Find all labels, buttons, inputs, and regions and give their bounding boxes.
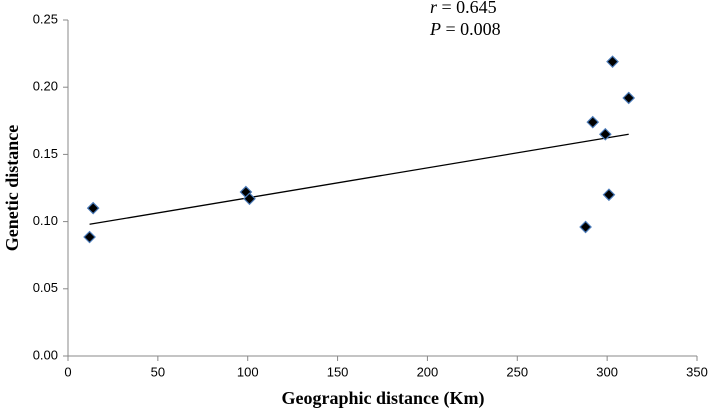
point: [83, 230, 96, 244]
x-tick-label: 150: [327, 364, 349, 379]
y-tick-label: 0.15: [33, 146, 58, 161]
point: [598, 127, 612, 141]
annotation-symbol: r: [430, 0, 438, 17]
x-tick-label: 0: [64, 364, 71, 379]
y-tick-label: 0.05: [33, 280, 58, 295]
point: [243, 192, 256, 206]
annotation: P = 0.008: [429, 19, 501, 39]
trendline: [89, 133, 629, 225]
y-tick-label: 0.00: [33, 347, 58, 362]
y-tick-label: 0.25: [33, 11, 58, 26]
y-axis-title: Genetic distance: [2, 125, 22, 251]
y-tick-label: 0.20: [33, 79, 58, 94]
point: [622, 91, 636, 105]
point: [86, 201, 100, 215]
annotation-text: = 0.008: [446, 19, 501, 39]
annotation-text: = 0.645: [442, 0, 497, 17]
x-tick-label: 200: [417, 364, 439, 379]
point: [602, 188, 616, 202]
y-tick-label: 0.10: [33, 213, 58, 228]
x-tick-label: 50: [151, 364, 165, 379]
x-tick-label: 300: [596, 364, 618, 379]
point: [579, 220, 592, 234]
x-tick-label: 100: [237, 364, 259, 379]
x-axis-title: Geographic distance (Km): [282, 388, 485, 409]
annotation-symbol: P: [429, 19, 441, 39]
point: [606, 55, 619, 69]
x-tick-label: 250: [506, 364, 528, 379]
annotation: r = 0.645: [430, 0, 497, 17]
x-tick-label: 350: [686, 364, 708, 379]
point: [586, 115, 600, 129]
